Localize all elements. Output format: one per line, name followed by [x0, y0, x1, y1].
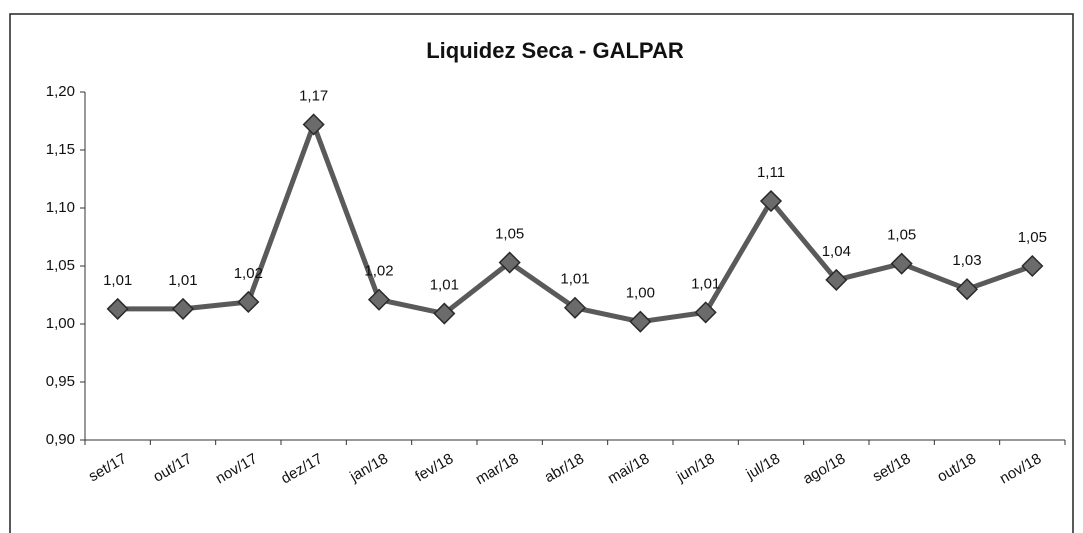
data-label: 1,03 [952, 252, 981, 269]
x-tick-label: ago/18 [800, 450, 848, 488]
y-tick-label: 1,05 [46, 257, 75, 274]
data-label: 1,01 [103, 272, 132, 289]
data-label: 1,01 [691, 275, 720, 292]
data-point [694, 301, 717, 324]
data-label: 1,02 [364, 263, 393, 280]
x-tick-label: abr/18 [542, 450, 587, 486]
data-label: 1,01 [168, 272, 197, 289]
data-point [890, 252, 913, 275]
data-point [433, 302, 456, 325]
chart-title: Liquidez Seca - GALPAR [426, 38, 684, 63]
data-point [825, 268, 848, 291]
data-point [106, 297, 129, 320]
data-label: 1,05 [1018, 229, 1047, 246]
data-point [171, 297, 195, 320]
data-label: 1,01 [560, 271, 589, 288]
data-label: 1,11 [757, 164, 785, 181]
y-tick-label: 1,00 [46, 315, 75, 332]
data-point [759, 189, 783, 213]
data-point [367, 288, 391, 311]
data-point [629, 310, 652, 333]
data-point [498, 251, 521, 274]
chart-frame [9, 13, 1074, 533]
x-tick-label: dez/17 [278, 450, 326, 487]
data-label: 1,01 [430, 277, 459, 294]
data-label: 1,05 [887, 227, 916, 244]
data-point [302, 113, 325, 136]
x-tick-label: nov/18 [997, 450, 1045, 487]
y-tick-label: 1,20 [46, 83, 75, 100]
data-label: 1,00 [626, 285, 655, 302]
data-label: 1,04 [822, 243, 851, 260]
x-tick-label: jun/18 [673, 450, 718, 486]
data-point [563, 296, 587, 319]
series-line [117, 121, 1034, 325]
x-tick-label: out/17 [150, 450, 195, 486]
y-tick-label: 0,95 [46, 373, 75, 390]
x-tick-label: jul/18 [743, 450, 783, 483]
x-tick-label: nov/17 [213, 450, 261, 487]
y-tick-label: 0,90 [46, 431, 75, 448]
data-point [955, 278, 979, 301]
x-tick-label: out/18 [934, 450, 979, 486]
data-label: 1,17 [299, 87, 328, 104]
x-tick-label: fev/18 [412, 450, 456, 485]
data-label: 1,05 [495, 225, 524, 242]
x-tick-label: mai/18 [605, 450, 652, 487]
data-point [1021, 254, 1044, 278]
y-tick-label: 1,15 [46, 141, 75, 158]
x-tick-label: set/17 [86, 450, 130, 485]
x-tick-label: jan/18 [346, 450, 391, 486]
data-point [237, 290, 260, 314]
x-tick-label: mar/18 [473, 450, 522, 488]
data-label: 1,02 [234, 265, 263, 282]
y-tick-label: 1,10 [46, 199, 75, 216]
x-tick-label: set/18 [870, 450, 914, 485]
